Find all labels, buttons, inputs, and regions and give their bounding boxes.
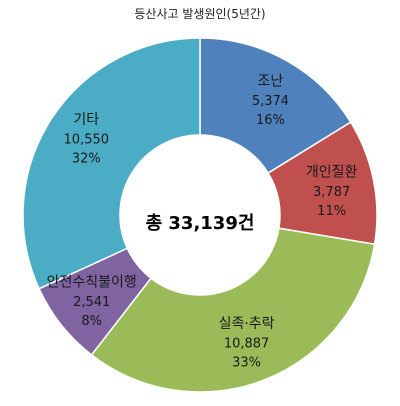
- slice-percent-label: 32%: [72, 151, 101, 166]
- slice-label-group: 기타 10,550 32%: [64, 112, 110, 167]
- slice-percent-label: 11%: [317, 204, 346, 219]
- slice-percent-label: 8%: [81, 314, 102, 329]
- slices-layer: [22, 37, 378, 393]
- slice-value-label: 10,887: [224, 337, 270, 352]
- slice-value-label: 5,374: [252, 94, 289, 109]
- donut-slice: [199, 37, 352, 175]
- slice-label-group: 안전수칙불이행 2,541 8%: [47, 275, 137, 330]
- slice-percent-label: 16%: [256, 113, 285, 128]
- slice-percent-label: 33%: [232, 356, 261, 371]
- slice-name-label: 개인질환: [306, 164, 358, 180]
- slice-label-group: 조난 5,374 16%: [252, 73, 289, 128]
- slice-label-group: 실족·추락 10,887 33%: [219, 316, 275, 371]
- slice-name-label: 안전수칙불이행: [47, 275, 137, 291]
- chart-title: 등산사고 발생원인(5년간): [134, 7, 265, 21]
- slice-value-label: 10,550: [64, 132, 110, 147]
- donut-slice: [22, 37, 201, 290]
- center-total-label: 총 33,139건: [146, 213, 255, 234]
- slice-value-label: 3,787: [313, 185, 350, 200]
- donut-slice: [90, 227, 376, 393]
- slice-label-group: 개인질환 3,787 11%: [306, 164, 358, 219]
- slice-name-label: 실족·추락: [219, 316, 275, 332]
- slice-value-label: 2,541: [73, 295, 110, 310]
- slice-name-label: 기타: [73, 112, 99, 128]
- labels-layer: 조난 5,374 16% 개인질환 3,787 11% 실족·추락 10,887 33% 안전수칙…: [47, 73, 358, 370]
- slice-name-label: 조난: [258, 73, 284, 89]
